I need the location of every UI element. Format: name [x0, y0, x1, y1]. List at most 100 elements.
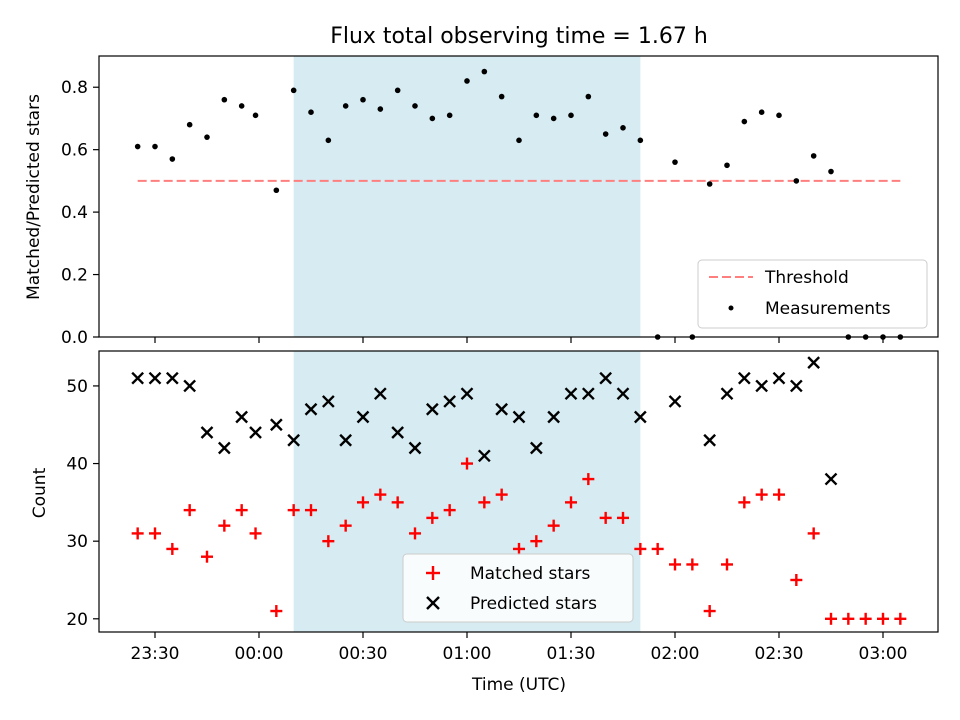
top-y-tick-label: 0.8: [61, 78, 88, 98]
measurement-point: [776, 112, 782, 119]
bottom-y-ticks: 20 30 40 50: [66, 377, 99, 630]
bottom-x-ticks: 23:30 00:00 00:30 01:00 01:30 02:00 02:30 03:00: [131, 632, 908, 664]
predicted-star-point: [269, 418, 283, 432]
matched-star-point: [825, 612, 837, 625]
matched-star-point: [807, 527, 820, 540]
measurement-point: [828, 168, 834, 175]
matched-star-point: [249, 527, 262, 540]
legend-threshold-label: Threshold: [764, 268, 849, 288]
predicted-star-point: [391, 426, 405, 439]
matched-star-point: [755, 488, 768, 501]
measurement-point: [620, 125, 626, 131]
matched-star-point: [322, 535, 335, 548]
bottom-panel: 23:30 00:00 00:30 01:00 01:30 02:00 02:30 03:00…: [30, 350, 939, 695]
predicted-star-point: [477, 449, 491, 463]
bottom-y-tick-label: 50: [66, 377, 88, 397]
measurement-point: [325, 137, 332, 144]
matched-star-point: [599, 511, 612, 524]
bottom-legend-box: [402, 553, 634, 623]
top-y-tick-label: 0.0: [61, 328, 88, 348]
legend-measurements-label: Measurements: [765, 299, 891, 319]
top-y-tick-label: 0.6: [61, 141, 88, 161]
bottom-plot-frame: [98, 350, 939, 633]
predicted-star-point: [512, 410, 526, 424]
x-tick-label: 02:00: [651, 644, 700, 664]
measurement-point: [464, 78, 470, 84]
measurement-point: [568, 112, 574, 119]
chart-title: Flux total observing time = 1.67 h: [330, 24, 708, 49]
top-shaded-interval: [293, 56, 641, 337]
predicted-star-point: [720, 387, 734, 401]
predicted-star-point: [408, 441, 422, 455]
matched-star-point: [582, 473, 595, 486]
x-tick-label: 00:30: [339, 644, 388, 664]
top-y-ticks: 0.0 0.2 0.4 0.6 0.8: [61, 78, 99, 348]
predicted-star-point: [443, 395, 457, 408]
legend-predicted-swatch: [426, 596, 440, 610]
top-y-axis-label: Matched/Predicted stars: [24, 94, 44, 300]
bottom-y-tick-label: 30: [66, 532, 88, 552]
matched-star-point: [270, 605, 283, 618]
measurement-point: [377, 106, 384, 112]
matched-star-point: [339, 519, 352, 532]
predicted-star-point: [356, 410, 370, 424]
measurement-point: [498, 93, 505, 100]
predicted-star-point: [373, 387, 387, 401]
predicted-star-point: [249, 426, 262, 439]
matched-star-point: [305, 504, 317, 517]
measurement-point: [152, 143, 158, 150]
top-legend: Threshold Measurements: [697, 259, 928, 329]
matched-star-point: [409, 527, 421, 540]
matched-star-point: [287, 504, 300, 517]
x-tick-label: 00:00: [235, 644, 284, 664]
top-panel: 0.00.20.40.60.8 Matched/Predicted stars …: [24, 55, 939, 348]
measurement-point: [169, 156, 176, 162]
predicted-star-point: [633, 410, 647, 424]
matched-star-point: [374, 488, 387, 501]
matched-star-point: [530, 535, 543, 548]
matched-star-point: [634, 542, 647, 555]
predicted-star-point: [321, 395, 335, 408]
predicted-star-point: [824, 472, 838, 486]
matched-star-point: [391, 496, 404, 509]
x-tick-label: 23:30: [131, 644, 180, 664]
measurement-point: [134, 143, 141, 150]
matched-star-point: [201, 550, 213, 563]
predicted-star-point: [235, 410, 249, 424]
predicted-star-point: [339, 433, 353, 447]
matched-star-point: [357, 496, 369, 509]
matched-star-point: [617, 511, 629, 524]
measurement-point: [516, 137, 522, 144]
top-y-tick-label: 0.4: [61, 203, 88, 223]
matched-star-point: [131, 527, 144, 540]
top-plot-frame: [98, 55, 939, 338]
x-axis-label: Time (UTC): [471, 675, 566, 695]
matched-star-point: [877, 612, 889, 625]
predicted-star-point: [755, 379, 769, 393]
measurement-point: [724, 162, 730, 169]
legend-matched-swatch: [426, 566, 440, 580]
x-tick-label: 02:30: [755, 644, 804, 664]
measurement-point: [342, 103, 349, 109]
matched-star-point: [461, 457, 473, 470]
measurement-point: [637, 137, 644, 144]
legend-measurement-swatch: [728, 305, 734, 311]
bottom-legend: Matched stars Predicted stars: [402, 553, 634, 623]
predicted-star-point: [772, 371, 786, 385]
predicted-star-point: [495, 402, 509, 416]
measurement-point: [810, 153, 817, 159]
predicted-star-point: [737, 371, 751, 385]
measurement-point: [706, 181, 713, 187]
matched-star-point: [218, 519, 231, 532]
matched-star-point: [721, 558, 733, 571]
x-tick-label: 01:30: [547, 644, 596, 664]
matched-star-point: [842, 612, 855, 625]
measurement-point: [446, 112, 453, 119]
measurement-point: [412, 103, 418, 109]
predicted-star-point: [287, 433, 301, 447]
measurement-points: [134, 68, 904, 340]
predicted-star-point: [200, 426, 214, 439]
predicted-star-point: [165, 371, 179, 385]
measurement-point: [394, 87, 401, 94]
